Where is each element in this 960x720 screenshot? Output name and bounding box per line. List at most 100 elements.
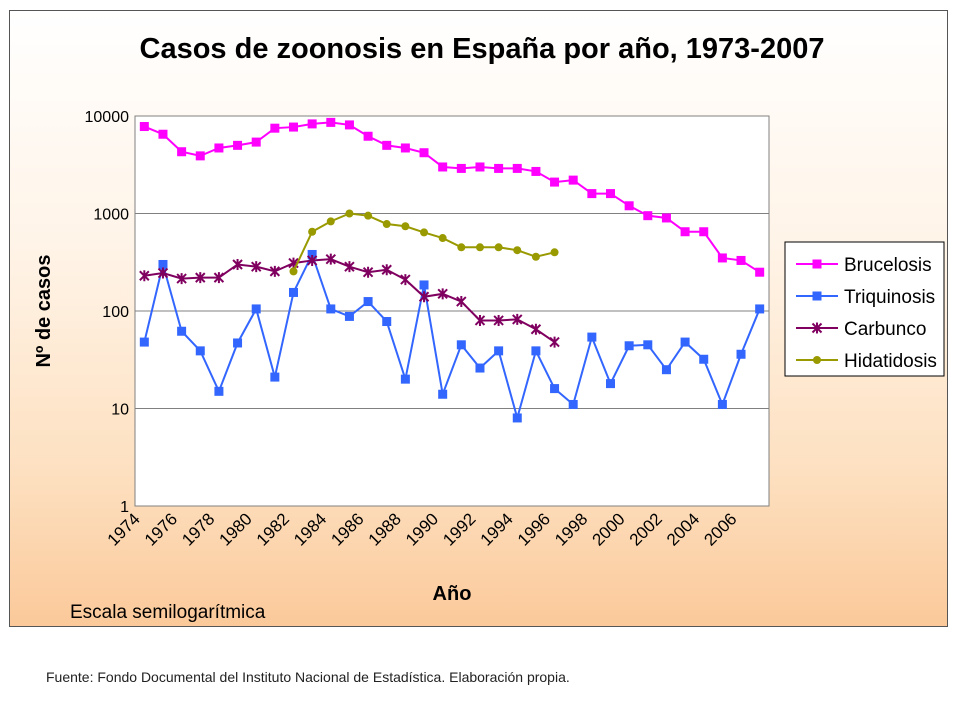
x-tick-label: 2004: [663, 509, 703, 549]
x-tick-label: 1990: [402, 509, 442, 549]
data-point-brucelosis-1999: [606, 189, 615, 199]
series-line-triquinosis: [143, 251, 761, 422]
legend-item-carbunco: Carbunco: [796, 319, 926, 340]
data-point-carbunco-1975: [157, 267, 169, 279]
data-point-brucelosis-2002: [661, 213, 671, 223]
x-tick-label: 1974: [104, 509, 144, 549]
data-point-brucelosis-2000: [624, 201, 634, 211]
data-point-carbunco-1976: [176, 273, 187, 285]
series-brucelosis: [139, 117, 765, 277]
data-point-hidatidosis-1991: [457, 243, 466, 252]
x-tick-label: 1984: [290, 509, 330, 549]
data-point-brucelosis-1997: [568, 175, 578, 185]
x-axis-label: Año: [433, 583, 472, 605]
chart-canvas: Casos de zoonosis en España por año, 197…: [33, 33, 945, 623]
data-point-triquinosis-2002: [661, 365, 671, 375]
data-point-brucelosis-1994: [512, 163, 522, 173]
y-tick-label: 10: [111, 402, 129, 419]
data-point-triquinosis-1993: [494, 346, 504, 356]
data-point-carbunco-1984: [325, 253, 337, 265]
data-point-hidatidosis-1996: [550, 248, 559, 257]
chart-frame: Casos de zoonosis en España por año, 197…: [9, 10, 948, 627]
data-point-triquinosis-2004: [699, 354, 709, 364]
data-point-triquinosis-1997: [568, 399, 578, 409]
data-point-carbunco-1986: [362, 266, 374, 278]
x-tick-label: 1994: [477, 509, 517, 549]
data-point-triquinosis-1987: [382, 317, 392, 327]
data-point-triquinosis-2006: [736, 349, 746, 359]
x-tick-label: 2002: [626, 509, 666, 549]
series-line-brucelosis: [143, 121, 761, 274]
legend-item-triquinosis: Triquinosis: [796, 287, 935, 308]
data-point-brucelosis-1979: [233, 140, 243, 150]
data-point-carbunco-1981: [269, 265, 281, 277]
data-point-triquinosis-1984: [326, 304, 336, 314]
data-point-brucelosis-1981: [270, 123, 280, 133]
data-point-carbunco-1983: [306, 254, 318, 266]
data-point-carbunco-1985: [344, 261, 355, 273]
data-point-hidatidosis-1984: [326, 217, 335, 226]
data-point-triquinosis-2007: [755, 304, 765, 314]
data-point-brucelosis-1990: [438, 162, 448, 172]
y-axis-label: Nº de casos: [33, 255, 55, 368]
data-point-triquinosis-2003: [680, 337, 690, 347]
data-point-triquinosis-1996: [550, 384, 560, 394]
data-point-triquinosis-1999: [606, 379, 615, 389]
data-point-triquinosis-1982: [289, 287, 298, 297]
x-axis-ticks: 1974197619781980198219841986198819901992…: [104, 509, 741, 549]
data-point-carbunco-1988: [400, 274, 411, 286]
data-point-triquinosis-2000: [624, 341, 634, 351]
data-point-brucelosis-1985: [344, 120, 354, 130]
x-tick-label: 1998: [551, 509, 591, 549]
x-tick-label: 1978: [178, 509, 218, 549]
data-point-brucelosis-1993: [494, 163, 504, 173]
data-point-carbunco-1993: [493, 314, 504, 326]
data-point-triquinosis-2001: [643, 340, 653, 350]
data-point-triquinosis-1979: [233, 338, 243, 348]
legend-label-carbunco: Carbunco: [844, 319, 926, 340]
x-tick-label: 1992: [439, 509, 479, 549]
data-point-carbunco-1987: [381, 264, 392, 276]
data-point-carbunco-1979: [232, 258, 243, 270]
data-point-triquinosis-1978: [214, 386, 224, 396]
data-point-triquinosis-1998: [587, 332, 597, 342]
data-point-triquinosis-1988: [400, 374, 410, 384]
data-point-carbunco-1990: [437, 288, 448, 300]
x-tick-label: 1982: [253, 509, 293, 549]
x-tick-label: 1980: [216, 509, 256, 549]
data-point-carbunco-1991: [456, 296, 467, 308]
data-point-triquinosis-1976: [177, 326, 187, 336]
data-point-brucelosis-1975: [158, 129, 168, 139]
data-point-brucelosis-1980: [251, 137, 261, 147]
data-point-brucelosis-1982: [289, 122, 298, 132]
data-point-triquinosis-1994: [512, 413, 522, 423]
y-tick-label: 1000: [93, 207, 129, 224]
data-point-hidatidosis-1982: [289, 267, 298, 276]
chart-title: Casos de zoonosis en España por año, 197…: [140, 33, 825, 65]
series-hidatidosis: [289, 209, 559, 276]
data-point-hidatidosis-1994: [513, 246, 522, 255]
data-point-brucelosis-1987: [382, 140, 392, 150]
legend-item-hidatidosis: Hidatidosis: [796, 351, 937, 372]
legend-marker-triquinosis: [812, 291, 822, 301]
data-point-brucelosis-1986: [363, 131, 373, 141]
data-point-brucelosis-2003: [680, 227, 690, 237]
data-point-brucelosis-2001: [643, 211, 653, 221]
data-point-triquinosis-1995: [531, 346, 541, 356]
x-tick-label: 1986: [327, 509, 367, 549]
data-point-brucelosis-1978: [214, 143, 224, 153]
data-point-brucelosis-2007: [755, 267, 765, 277]
data-point-carbunco-1996: [549, 336, 560, 348]
data-point-carbunco-1992: [474, 314, 486, 326]
data-point-triquinosis-1992: [475, 363, 485, 373]
data-point-hidatidosis-1987: [382, 220, 391, 229]
y-tick-label: 1: [120, 499, 129, 516]
legend-label-triquinosis: Triquinosis: [844, 287, 935, 308]
data-point-triquinosis-1985: [344, 311, 354, 321]
data-point-hidatidosis-1988: [401, 222, 410, 231]
data-point-hidatidosis-1989: [420, 228, 429, 237]
data-point-triquinosis-1975: [158, 259, 168, 269]
data-point-brucelosis-1976: [177, 147, 187, 157]
legend-item-brucelosis: Brucelosis: [796, 255, 932, 276]
data-point-hidatidosis-1995: [531, 252, 540, 261]
